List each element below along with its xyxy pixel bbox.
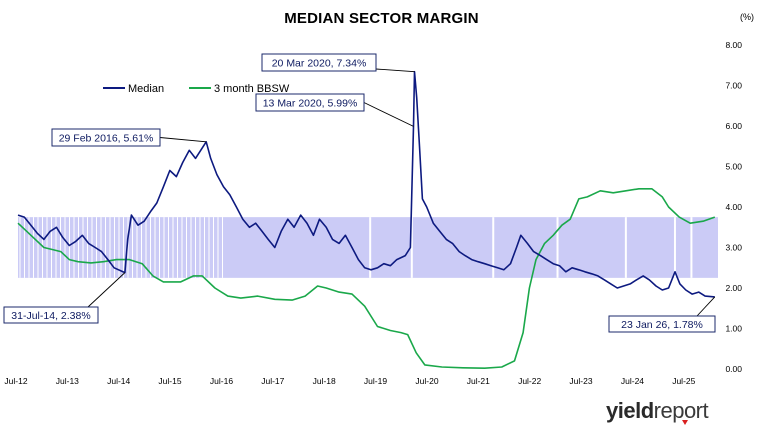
annotation-box bbox=[261, 53, 377, 72]
annotation-box bbox=[3, 306, 99, 324]
y-tick-label: 7.00 bbox=[725, 81, 742, 91]
annotation-label: 29 Feb 2016, 5.61% bbox=[59, 133, 154, 145]
x-tick-label: Jul-20 bbox=[415, 376, 438, 386]
y-tick-label: 0.00 bbox=[725, 364, 742, 374]
annotation-box bbox=[255, 93, 365, 112]
annotation-leader-line bbox=[696, 296, 716, 317]
y-tick-label: 4.00 bbox=[725, 202, 742, 212]
shaded-band bbox=[18, 217, 718, 278]
x-tick-label: Jul-21 bbox=[467, 376, 490, 386]
y-tick-label: 2.00 bbox=[725, 283, 742, 293]
annotation-leader-line bbox=[375, 68, 415, 73]
brand-logo-report: report bbox=[653, 398, 709, 423]
annotation-label: 31-Jul-14, 2.38% bbox=[11, 310, 90, 322]
x-tick-label: Jul-19 bbox=[364, 376, 387, 386]
series-line-bbsw bbox=[17, 188, 716, 369]
y-tick-label: 8.00 bbox=[725, 40, 742, 50]
x-tick-label: Jul-24 bbox=[621, 376, 644, 386]
x-tick-label: Jul-13 bbox=[56, 376, 79, 386]
x-tick-label: Jul-16 bbox=[210, 376, 233, 386]
y-axis-unit-label: (%) bbox=[740, 12, 754, 22]
series-line-median bbox=[17, 70, 715, 298]
x-tick-label: Jul-15 bbox=[158, 376, 181, 386]
annotation-label: 20 Mar 2020, 7.34% bbox=[272, 58, 367, 70]
brand-logo: yieldreport bbox=[606, 398, 709, 424]
x-tick-label: Jul-17 bbox=[261, 376, 284, 386]
annotation-leader-line bbox=[363, 102, 414, 127]
x-tick-label: Jul-14 bbox=[107, 376, 130, 386]
annotation-label: 13 Mar 2020, 5.99% bbox=[263, 98, 358, 110]
annotation-leader-line bbox=[87, 272, 126, 308]
y-tick-label: 6.00 bbox=[725, 121, 742, 131]
annotation-box bbox=[51, 128, 161, 147]
x-tick-label: Jul-12 bbox=[4, 376, 27, 386]
brand-mark-icon bbox=[682, 420, 688, 425]
y-tick-label: 3.00 bbox=[725, 243, 742, 253]
y-tick-label: 1.00 bbox=[725, 324, 742, 334]
annotation-leader-line bbox=[159, 137, 207, 143]
chart-title: MEDIAN SECTOR MARGIN bbox=[284, 10, 479, 27]
legend-label: 3 month BBSW bbox=[214, 83, 290, 95]
annotation-label: 23 Jan 26, 1.78% bbox=[621, 319, 703, 331]
legend-label: Median bbox=[128, 83, 164, 95]
x-tick-label: Jul-22 bbox=[518, 376, 541, 386]
annotation-box bbox=[608, 315, 716, 333]
x-tick-label: Jul-23 bbox=[569, 376, 592, 386]
x-tick-label: Jul-18 bbox=[313, 376, 336, 386]
x-tick-label: Jul-25 bbox=[672, 376, 695, 386]
brand-logo-yield: yield bbox=[606, 398, 654, 423]
y-tick-label: 5.00 bbox=[725, 162, 742, 172]
